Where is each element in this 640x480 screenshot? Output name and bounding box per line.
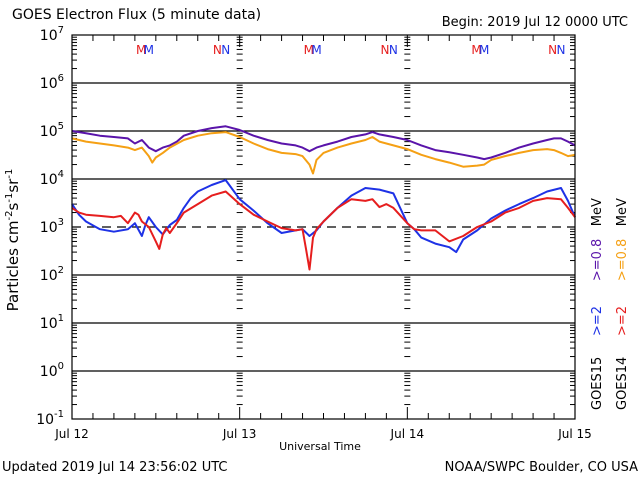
legend-goes15: GOES15 >=2 >=0.8 MeV (590, 198, 605, 410)
y-tick-label: 10-1 (36, 409, 64, 428)
marker-n-goes14: N (548, 43, 557, 57)
legend-goes14-ge2: >=2 (615, 305, 630, 336)
begin-time: Begin: 2019 Jul 12 0000 UTC (441, 15, 628, 30)
y-tick-label: 105 (40, 121, 64, 140)
x-tick-label: Jul 12 (54, 427, 89, 441)
marker-m-goes14: M (471, 43, 481, 57)
updated-timestamp: Updated 2019 Jul 14 23:56:02 UTC (2, 460, 228, 475)
marker-m-goes15: M (311, 43, 321, 57)
x-tick-label: Jul 15 (557, 427, 592, 441)
y-tick-label: 104 (40, 169, 64, 188)
x-tick-label: Jul 13 (222, 427, 257, 441)
series-goes15-0-8-mev (71, 125, 576, 161)
marker-n-goes15: N (557, 43, 566, 57)
marker-n-goes15: N (389, 43, 398, 57)
credit-text: NOAA/SWPC Boulder, CO USA (444, 460, 638, 475)
axis-ticks (71, 35, 576, 420)
legend-goes15-unit: MeV (590, 198, 605, 227)
legend-goes14-ge08: >=0.8 (615, 238, 630, 282)
marker-m-goes14: M (136, 43, 146, 57)
series-goes14-2-mev (71, 190, 576, 271)
y-tick-label: 106 (40, 73, 64, 92)
plot-frame (71, 34, 576, 420)
chart-title: GOES Electron Flux (5 minute data) (12, 7, 262, 23)
marker-n-goes15: N (221, 43, 230, 57)
x-tick-labels: Jul 12 Jul 13 Jul 14 Jul 15 (54, 427, 592, 441)
legend-goes15-ge2: >=2 (590, 305, 605, 336)
x-tick-label: Jul 14 (390, 427, 425, 441)
legend-goes15-sat: GOES15 (590, 356, 605, 410)
y-tick-label: 102 (40, 265, 64, 284)
legend-goes14-unit: MeV (615, 198, 630, 227)
series-group (71, 125, 576, 271)
marker-m-goes15: M (479, 43, 489, 57)
series-goes14-0-8-mev (71, 131, 576, 175)
satellite-markers: MM N N MM N N MM N N (136, 43, 566, 57)
marker-n-goes14: N (213, 43, 222, 57)
marker-n-goes14: N (380, 43, 389, 57)
y-tick-label: 101 (40, 313, 64, 332)
y-tick-label: 100 (40, 361, 64, 380)
legend-goes14-sat: GOES14 (615, 356, 630, 410)
y-tick-label: 103 (40, 217, 64, 236)
x-axis-label: Universal Time (279, 440, 361, 453)
legend-goes15-ge08: >=0.8 (590, 238, 605, 282)
y-tick-labels: 107 106 105 104 103 102 101 100 10-1 (36, 25, 64, 428)
marker-m-goes14: M (304, 43, 314, 57)
marker-m-goes15: M (144, 43, 154, 57)
legend-goes14: GOES14 >=2 >=0.8 MeV (615, 198, 630, 410)
y-tick-label: 107 (40, 25, 64, 44)
